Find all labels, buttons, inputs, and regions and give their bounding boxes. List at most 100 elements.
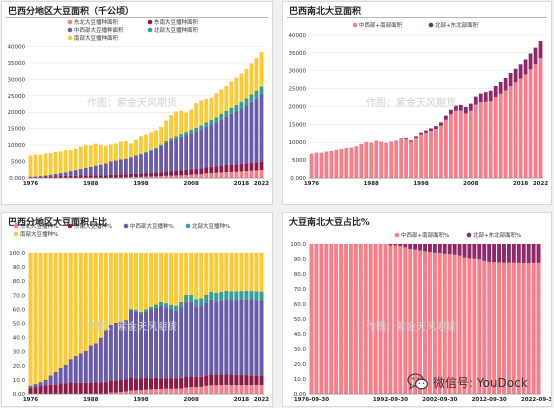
bar-segment: [48, 176, 53, 178]
bar-segment: [93, 382, 98, 394]
x-tick-label: 1976: [23, 397, 38, 403]
x-tick-label: 1976: [304, 181, 319, 187]
x-tick-label: 1992-09-30: [373, 397, 408, 403]
bar-segment: [113, 174, 118, 178]
bar-segment: [409, 140, 413, 142]
bar-segment: [144, 134, 148, 152]
bar-segment: [159, 301, 164, 306]
bar-segment: [194, 299, 199, 307]
x-tick-label: 1998: [413, 181, 428, 187]
bar-segment: [88, 175, 93, 178]
bar-segment: [498, 81, 503, 94]
bar-segment: [427, 244, 432, 253]
bar-segment: [149, 389, 154, 394]
bar-segment: [204, 167, 209, 174]
bar-segment: [108, 324, 113, 381]
bar-segment: [373, 244, 378, 394]
legend-entry: 南部大豆播种%: [20, 230, 58, 238]
bar-segment: [169, 253, 174, 305]
bar-segment: [249, 170, 254, 178]
bar-segment: [103, 329, 108, 382]
bar-segment: [414, 136, 418, 138]
bar-segment: [374, 140, 379, 178]
bar-segment: [199, 168, 204, 175]
bar-segment: [179, 253, 184, 302]
bar-segment: [309, 153, 314, 178]
bar-segment: [194, 376, 199, 388]
bar-segment: [254, 90, 259, 99]
legend-entry: 中西部大豆播种%: [130, 222, 174, 230]
bar-segment: [88, 253, 93, 346]
bar-segment: [154, 304, 159, 308]
bar-segment: [164, 253, 169, 304]
bar-segment: [38, 382, 43, 387]
bar-segment: [63, 383, 68, 394]
bar-segment: [154, 147, 158, 149]
bar-segment: [98, 164, 103, 176]
x-tick-label: 2022: [533, 181, 548, 187]
bar-segment: [249, 63, 254, 95]
wechat-id-text: 微信号: YouDock: [433, 376, 528, 390]
bar-segment: [214, 385, 219, 394]
bar-segment: [473, 104, 478, 178]
bar-segment: [249, 291, 254, 300]
bar-segment: [48, 375, 53, 385]
bar-segment: [344, 244, 348, 394]
bar-segment: [149, 253, 154, 307]
bar-segment: [164, 303, 169, 308]
bar-segment: [149, 176, 153, 178]
bar-segment: [229, 300, 234, 375]
bar-segment: [194, 387, 199, 394]
bar-segment: [458, 110, 463, 178]
y-tick-label: 50.0: [294, 317, 307, 323]
bar-segment: [149, 310, 154, 379]
legend-entry: 南部大豆播种面积: [74, 34, 119, 42]
bar-segment: [184, 175, 189, 178]
bar-segment: [169, 388, 174, 394]
bar-segment: [139, 153, 143, 155]
bar-segment: [199, 129, 204, 169]
legend-marker: [428, 22, 434, 28]
bar-segment: [249, 375, 254, 386]
bar-segment: [139, 173, 143, 177]
bar-segment: [73, 170, 78, 176]
bar-segment: [134, 155, 138, 174]
bar-segment: [229, 385, 234, 394]
bar-segment: [174, 388, 179, 394]
bar-segment: [179, 110, 184, 135]
bar-segment: [144, 176, 148, 178]
bar-segment: [244, 98, 249, 106]
bar-segment: [472, 258, 477, 394]
bar-segment: [113, 253, 118, 323]
bar-segment: [398, 244, 403, 247]
bar-segment: [538, 41, 543, 59]
bar-segment: [239, 73, 244, 102]
y-tick-label: 25000: [8, 94, 26, 100]
bar-segment: [159, 145, 163, 173]
y-tick-label: 10000: [8, 143, 26, 149]
bar-segment: [189, 301, 194, 377]
bar-segment: [209, 374, 214, 386]
bar-segment: [424, 132, 428, 178]
y-tick-label: 40.0: [13, 336, 26, 342]
bar-segment: [388, 244, 393, 246]
bar-segment: [133, 309, 138, 312]
bar-segment: [68, 382, 73, 394]
bar-segment: [254, 300, 259, 376]
bar-segment: [179, 301, 184, 308]
bar-segment: [179, 377, 184, 389]
bar-segment: [118, 141, 123, 160]
bar-segment: [124, 158, 128, 175]
bar-segment: [118, 159, 123, 175]
bar-segment: [129, 173, 133, 178]
bar-segment: [244, 299, 249, 376]
bar-segment: [194, 306, 199, 377]
bar-segment: [194, 131, 199, 169]
bar-segment: [78, 146, 83, 169]
bar-segment: [234, 385, 239, 394]
bar-segment: [38, 154, 43, 177]
bar-segment: [143, 378, 149, 390]
bar-segment: [113, 392, 118, 394]
y-tick-label: 20.0: [13, 364, 26, 370]
bar-segment: [164, 142, 168, 172]
